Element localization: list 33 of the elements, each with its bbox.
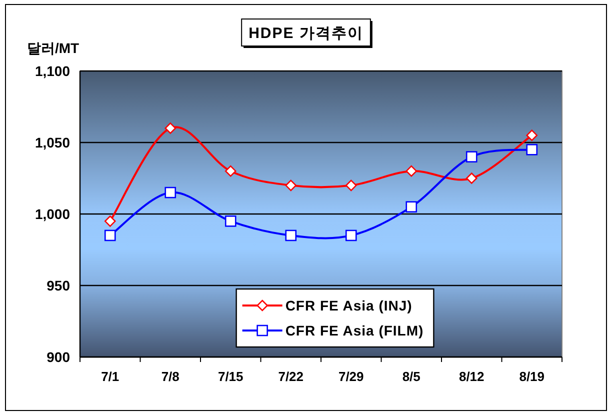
x-tick-label: 7/8 (161, 369, 180, 384)
y-tick-label: 900 (46, 349, 70, 365)
point (406, 165, 418, 177)
point (285, 230, 297, 242)
point (224, 165, 236, 177)
point (104, 216, 116, 227)
point (104, 230, 116, 242)
x-tick-label: 7/29 (338, 369, 364, 384)
point (466, 151, 478, 162)
point (466, 172, 478, 184)
point (406, 201, 418, 212)
legend-label: CFR FE Asia (FILM) (285, 322, 424, 338)
point (345, 180, 357, 192)
point (164, 186, 176, 198)
point (285, 180, 297, 192)
point (526, 144, 538, 156)
point (345, 230, 357, 242)
chart-title: HDPE 가격추이 (248, 25, 364, 42)
x-tick-label: 8/19 (519, 369, 545, 384)
y-axis-title: 달러/MT (27, 40, 80, 56)
y-tick-label: 1,000 (34, 206, 70, 222)
y-tick-label: 1,100 (34, 63, 70, 79)
x-tick-label: 8/5 (402, 369, 420, 384)
x-tick-label: 8/12 (458, 369, 484, 384)
x-tick-label: 7/1 (101, 369, 120, 384)
x-tick-label: 7/15 (218, 369, 244, 384)
x-tick-label: 7/22 (278, 369, 304, 384)
point (526, 130, 538, 141)
y-tick-label: 1,050 (34, 134, 70, 150)
point (224, 216, 236, 227)
point (164, 122, 176, 134)
legend-label: CFR FE Asia (INJ) (285, 298, 412, 314)
y-tick-label: 950 (46, 278, 70, 294)
